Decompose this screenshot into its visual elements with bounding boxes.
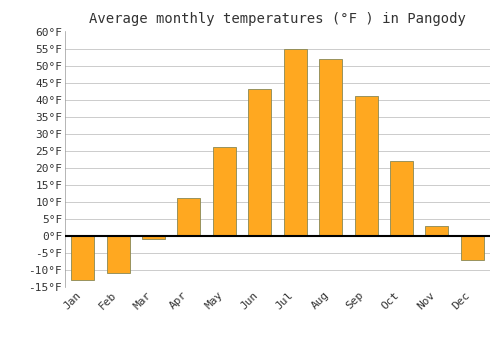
Bar (319, 59, 342, 236)
Bar (142, 236, 165, 239)
Bar (390, 161, 413, 236)
Bar (354, 96, 378, 236)
Bar (213, 147, 236, 236)
Bar (248, 89, 272, 236)
Title: Average monthly temperatures (°F ) in Pangody: Average monthly temperatures (°F ) in Pa… (89, 12, 466, 26)
Bar (178, 198, 201, 236)
Bar (426, 226, 448, 236)
Bar (71, 236, 94, 280)
Bar (461, 236, 484, 260)
Bar (106, 236, 130, 273)
Bar (284, 49, 306, 236)
